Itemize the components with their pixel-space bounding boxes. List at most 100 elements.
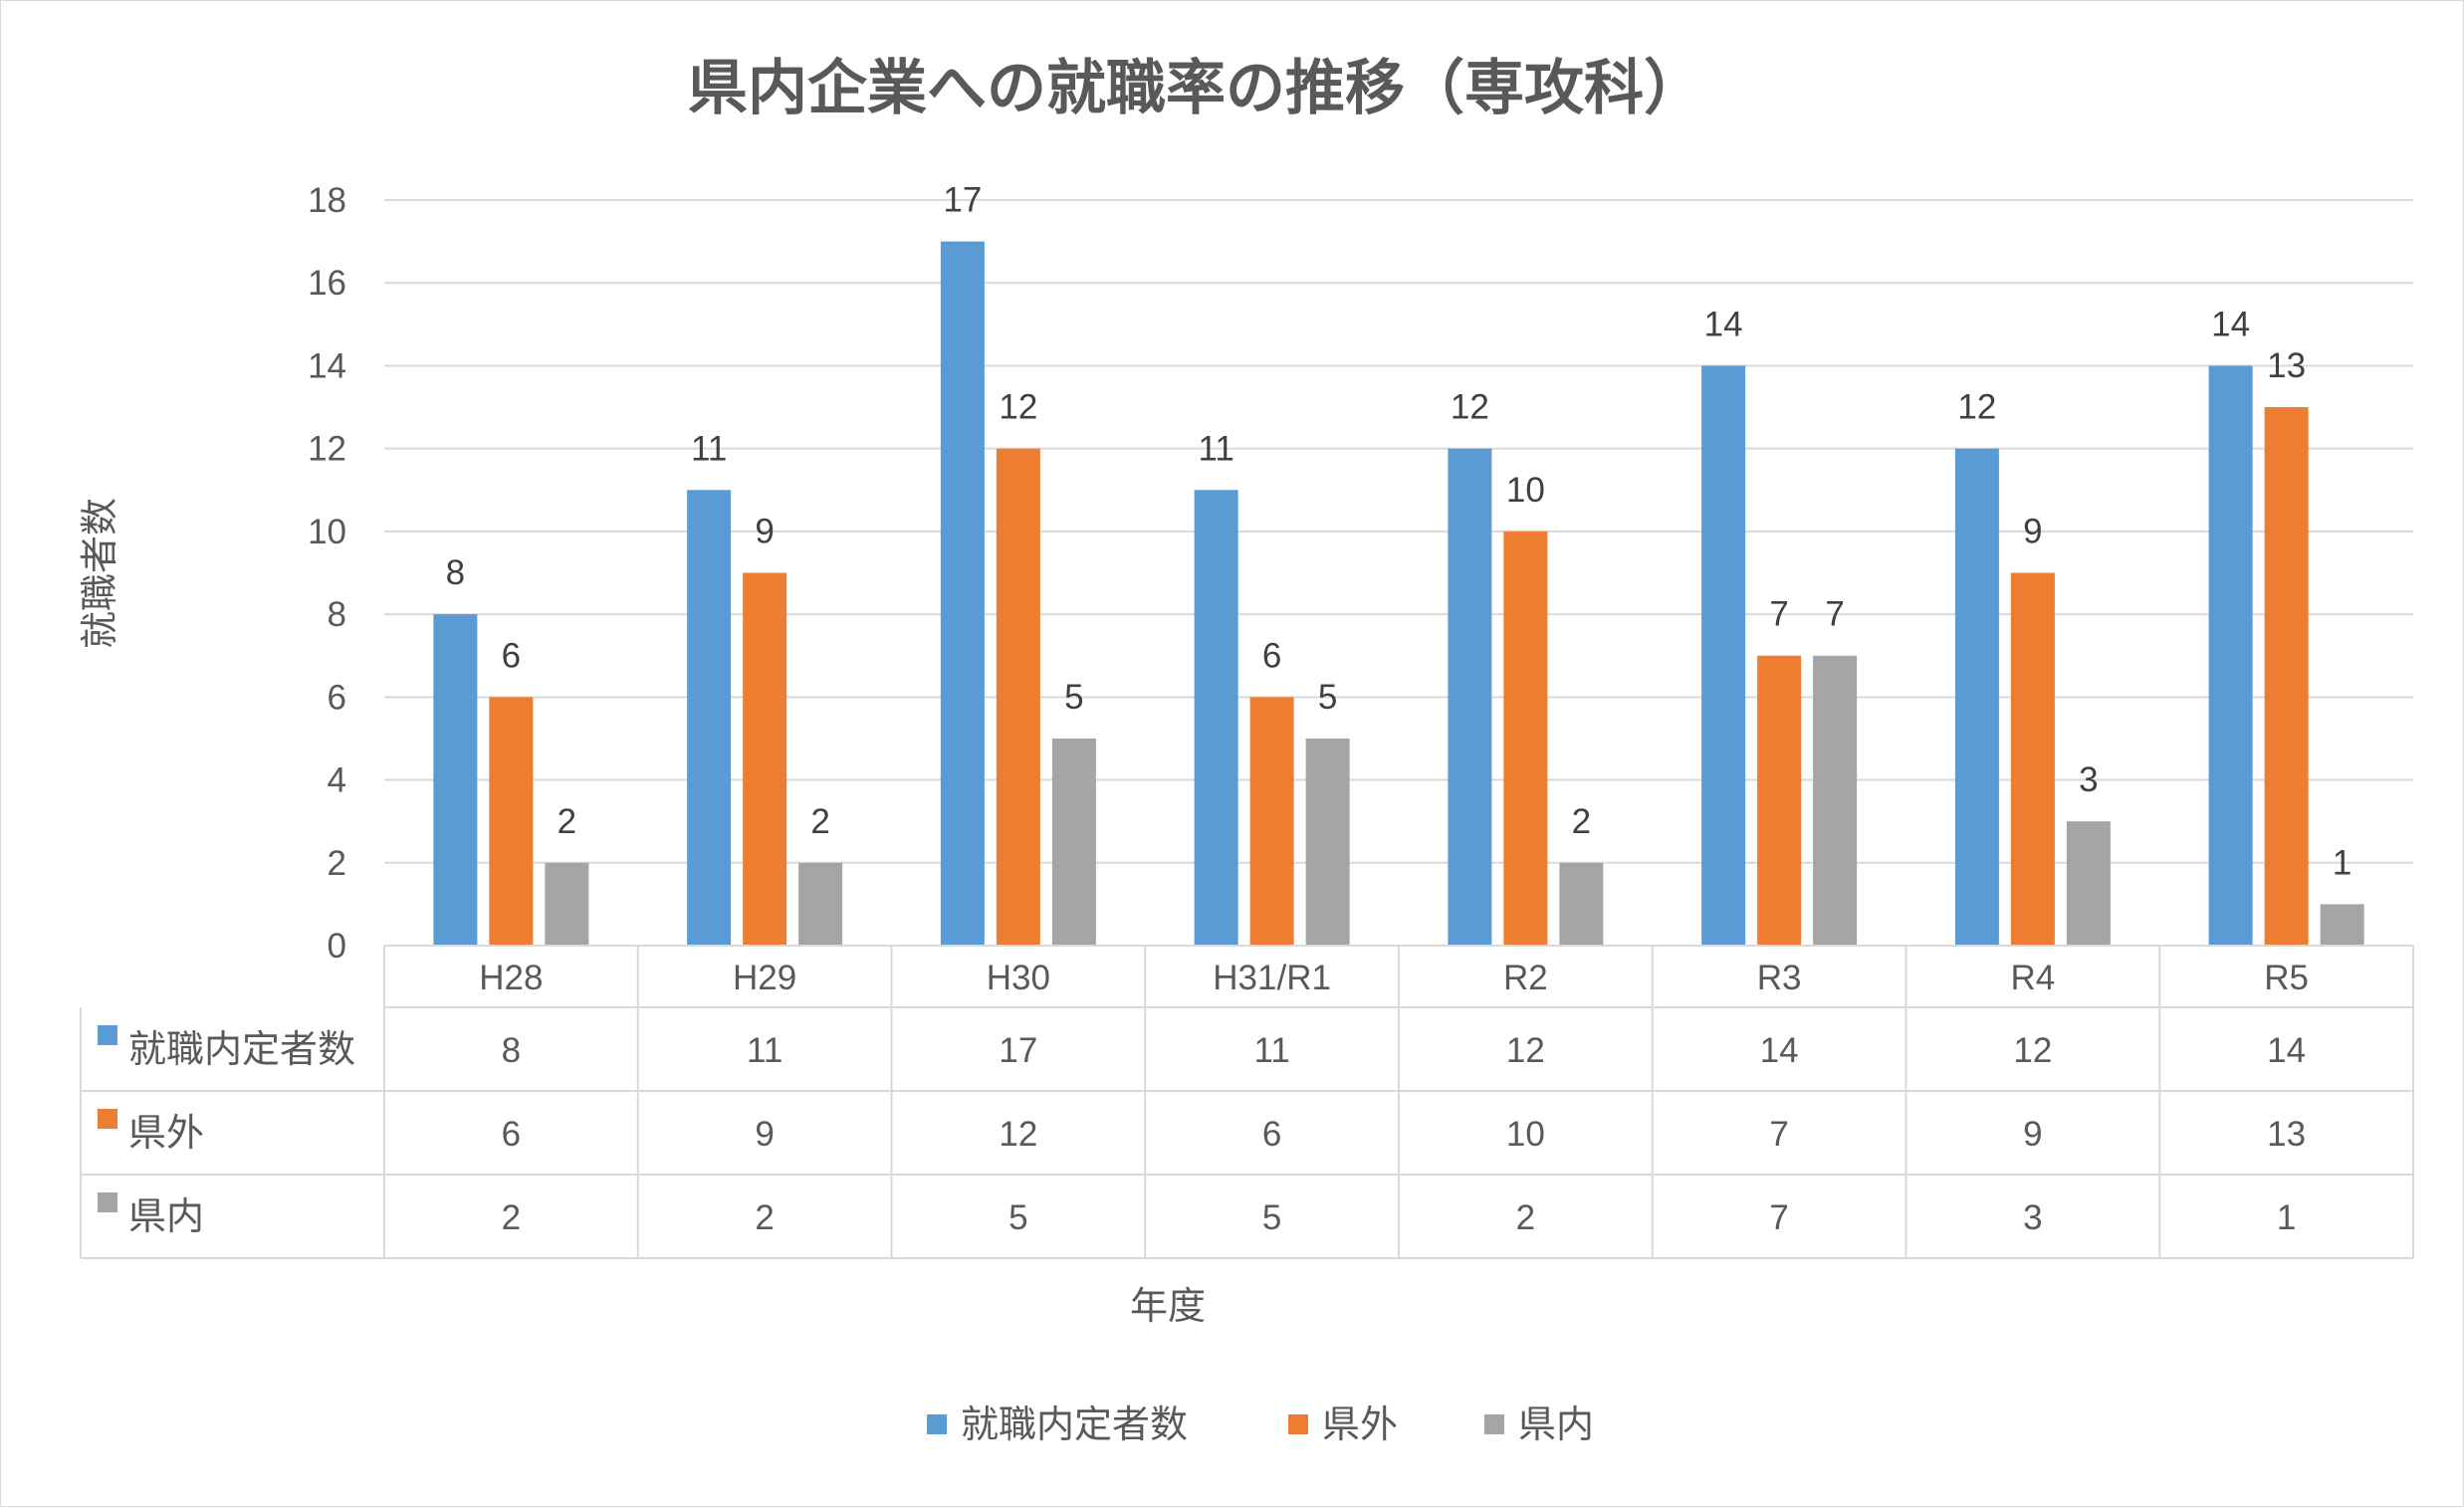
data-label: 7 <box>1825 595 1844 634</box>
data-label: 1 <box>2333 843 2352 882</box>
table-legend-key <box>98 1109 117 1129</box>
y-tick-label: 14 <box>308 346 346 385</box>
bar <box>996 448 1040 946</box>
bar <box>2010 572 2055 946</box>
bar <box>2208 365 2253 946</box>
data-label: 14 <box>1704 305 1743 343</box>
bar <box>940 241 985 947</box>
table-cell: 5 <box>1008 1198 1027 1237</box>
legend-label: 就職内定者数 <box>961 1402 1188 1446</box>
y-axis-title: 就職者数 <box>78 498 121 649</box>
table-cell: 12 <box>1506 1031 1545 1070</box>
bar <box>1051 738 1096 946</box>
data-label: 17 <box>943 181 982 220</box>
data-label: 2 <box>558 802 576 841</box>
y-tick-label: 16 <box>308 264 346 303</box>
legend-key <box>1484 1414 1504 1434</box>
bar <box>1757 655 1802 946</box>
table-cell: 12 <box>999 1115 1037 1154</box>
bar <box>687 490 732 946</box>
y-tick-label: 8 <box>328 595 346 634</box>
bar <box>2066 821 2111 946</box>
table-row-label: 県外 <box>128 1111 204 1155</box>
data-label: 9 <box>755 513 774 551</box>
table-cell: 12 <box>2013 1031 2052 1070</box>
table-cell: 8 <box>502 1031 521 1070</box>
x-tick-label: H31/R1 <box>1213 959 1331 997</box>
y-tick-label: 4 <box>328 761 346 800</box>
y-tick-label: 18 <box>308 181 346 220</box>
data-label: 10 <box>1506 471 1545 510</box>
bar <box>1813 655 1858 946</box>
x-tick-label: H28 <box>479 959 543 997</box>
bar <box>1701 365 1746 946</box>
y-tick-label: 12 <box>308 430 346 469</box>
bar <box>1194 490 1238 946</box>
table-cell: 3 <box>2023 1198 2042 1237</box>
y-tick-label: 0 <box>328 927 346 966</box>
table-cell: 2 <box>755 1198 774 1237</box>
data-label: 12 <box>999 388 1037 427</box>
data-label: 11 <box>691 429 727 468</box>
table-cell: 6 <box>1262 1115 1281 1154</box>
table-cell: 6 <box>502 1115 521 1154</box>
bar <box>1448 448 1492 946</box>
bar <box>2264 407 2309 946</box>
x-tick-label: R2 <box>1503 959 1548 997</box>
table-cell: 13 <box>2267 1115 2306 1154</box>
x-tick-label: R5 <box>2264 959 2309 997</box>
y-tick-label: 10 <box>308 513 346 551</box>
data-label: 3 <box>2079 760 2098 799</box>
bar <box>1305 738 1350 946</box>
data-label: 5 <box>1064 678 1083 717</box>
table-cell: 14 <box>1760 1031 1799 1070</box>
data-label: 7 <box>1769 595 1788 634</box>
data-label: 6 <box>1262 636 1281 675</box>
legend-label: 県内 <box>1518 1402 1594 1446</box>
legend: 就職内定者数 県外 県内 <box>927 1402 1594 1446</box>
bar <box>1559 862 1604 946</box>
data-label: 2 <box>1572 802 1591 841</box>
table-cell: 11 <box>747 1031 783 1070</box>
bar <box>433 614 478 946</box>
table-cell: 2 <box>1516 1198 1535 1237</box>
legend-label: 県外 <box>1322 1402 1398 1446</box>
legend-key <box>927 1414 947 1434</box>
table-cell: 10 <box>1506 1115 1545 1154</box>
table-cell: 11 <box>1253 1031 1289 1070</box>
table-row-label: 就職内定者数 <box>128 1027 355 1071</box>
bar <box>489 697 534 946</box>
bar <box>545 862 589 946</box>
table-cell: 14 <box>2267 1031 2306 1070</box>
table-cell: 7 <box>1769 1198 1788 1237</box>
x-axis-title: 年度 <box>1130 1284 1206 1328</box>
table-legend-key <box>98 1192 117 1212</box>
chart-title: 県内企業への就職率の推移（専攻科） <box>688 54 1703 123</box>
bar <box>1503 531 1548 946</box>
x-tick-label: R3 <box>1757 959 1802 997</box>
y-tick-label: 6 <box>328 678 346 717</box>
data-label: 8 <box>446 553 465 592</box>
bar <box>1249 697 1294 946</box>
data-label: 6 <box>502 636 521 675</box>
legend-key <box>1288 1414 1308 1434</box>
data-label: 13 <box>2267 346 2306 385</box>
bar <box>1954 448 1999 946</box>
bar <box>798 862 843 946</box>
data-label: 2 <box>810 802 829 841</box>
table-cell: 9 <box>2023 1115 2042 1154</box>
data-label: 5 <box>1318 678 1337 717</box>
table-cell: 2 <box>502 1198 521 1237</box>
y-tick-label: 2 <box>328 844 346 883</box>
table-cell: 9 <box>755 1115 774 1154</box>
data-label: 14 <box>2211 305 2250 343</box>
table-legend-key <box>98 1025 117 1045</box>
bar <box>2320 904 2364 946</box>
bars <box>433 241 2364 947</box>
x-tick-label: H30 <box>987 959 1050 997</box>
table-cell: 17 <box>999 1031 1037 1070</box>
x-tick-label: H29 <box>733 959 796 997</box>
